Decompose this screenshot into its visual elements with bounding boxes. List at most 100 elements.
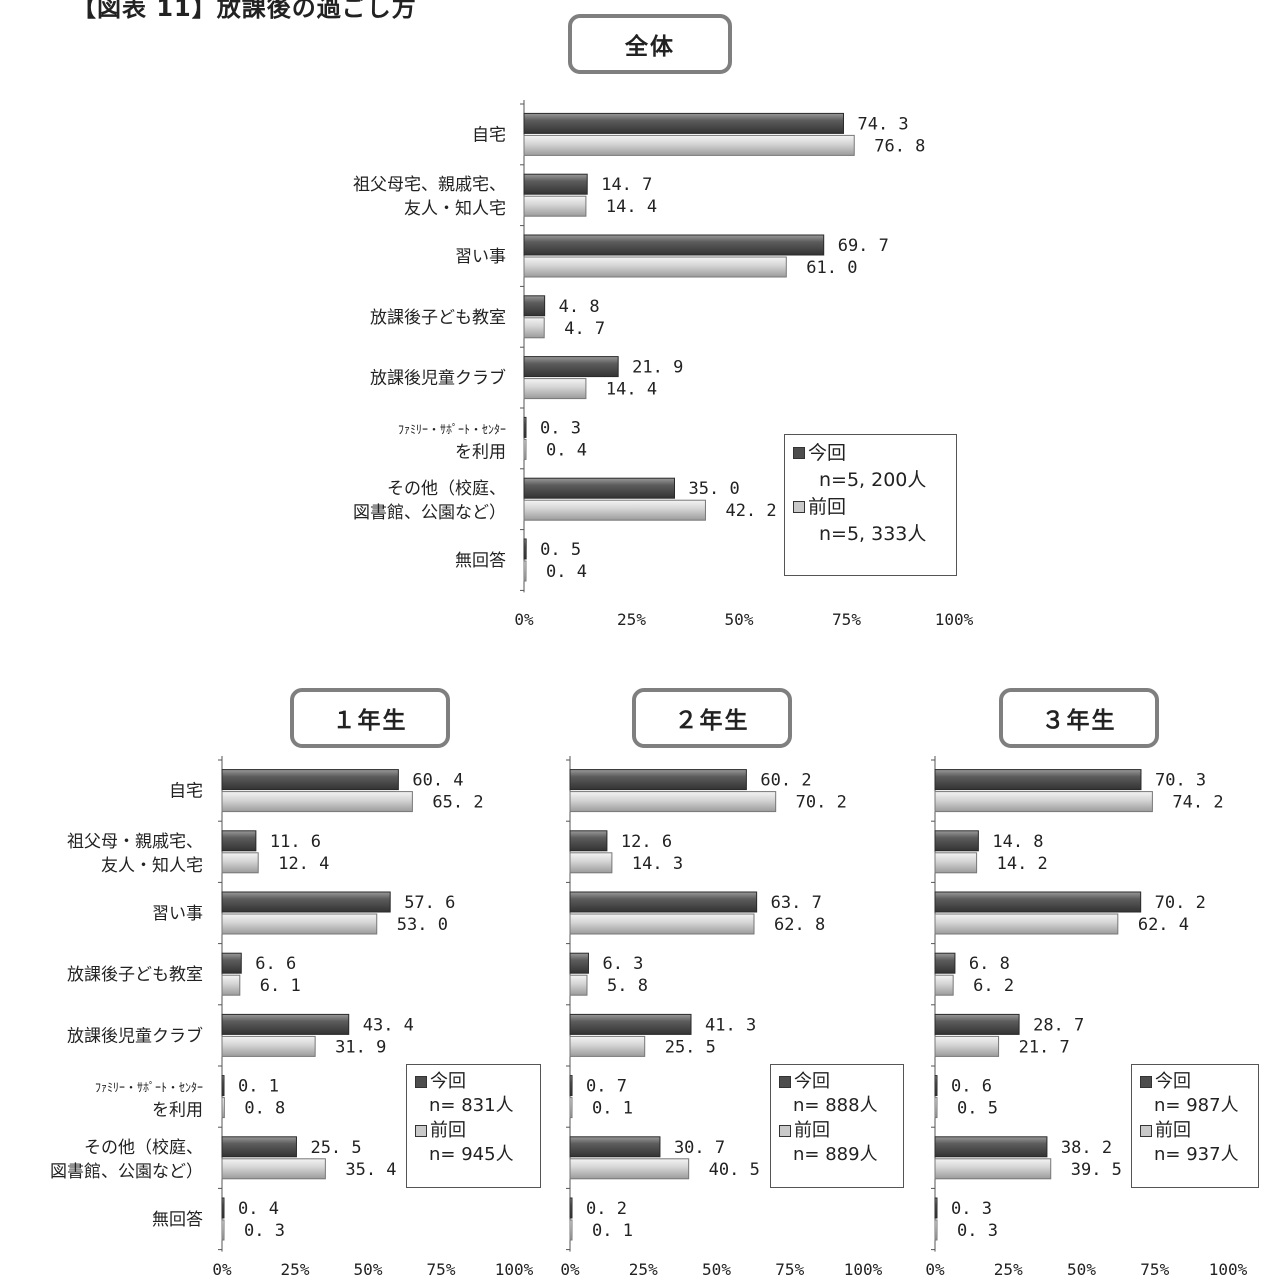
category-label: 放課後子ども教室 bbox=[67, 965, 203, 985]
data-label-previous: 4. 7 bbox=[564, 319, 605, 339]
x-tick-label: 75% bbox=[832, 610, 861, 629]
data-label-previous: 0. 3 bbox=[957, 1221, 998, 1241]
category-label: 放課後児童クラブ bbox=[370, 368, 506, 389]
bar-current bbox=[221, 891, 391, 913]
bar-previous bbox=[934, 1158, 1052, 1180]
bar-previous bbox=[569, 852, 613, 874]
data-label-current: 6. 6 bbox=[255, 954, 296, 974]
data-label-current: 69. 7 bbox=[838, 236, 889, 256]
data-label-current: 57. 6 bbox=[404, 893, 455, 913]
x-tick-label: 25% bbox=[994, 1260, 1023, 1279]
bar-previous bbox=[569, 1219, 573, 1241]
bar-current bbox=[523, 356, 619, 378]
x-tick-label: 0% bbox=[212, 1260, 232, 1279]
bar-previous bbox=[221, 1158, 326, 1180]
bar-previous bbox=[569, 1158, 690, 1180]
category-label: 自宅 bbox=[472, 125, 506, 145]
bar-previous bbox=[523, 378, 587, 400]
bar-previous bbox=[221, 1035, 316, 1057]
data-label-previous: 62. 8 bbox=[774, 915, 825, 935]
bar-previous bbox=[934, 1035, 1000, 1057]
legend-swatch-current bbox=[779, 1076, 791, 1089]
data-label-current: 28. 7 bbox=[1033, 1015, 1084, 1035]
data-label-current: 0. 3 bbox=[951, 1199, 992, 1219]
bar-current bbox=[934, 1013, 1020, 1035]
data-label-previous: 76. 8 bbox=[874, 136, 925, 156]
data-label-current: 0. 4 bbox=[238, 1199, 279, 1219]
legend-label-current: 今回 bbox=[1155, 1071, 1191, 1092]
bar-previous bbox=[934, 791, 1153, 813]
data-label-previous: 65. 2 bbox=[432, 793, 483, 813]
bar-current bbox=[221, 1136, 297, 1158]
bar-current bbox=[523, 416, 527, 438]
data-label-previous: 40. 5 bbox=[709, 1160, 760, 1180]
data-label-previous: 0. 4 bbox=[546, 562, 587, 582]
legend-label-previous: 前回 bbox=[430, 1119, 466, 1141]
data-label-current: 30. 7 bbox=[674, 1138, 725, 1158]
data-label-previous: 6. 2 bbox=[973, 976, 1014, 996]
data-label-previous: 6. 1 bbox=[260, 976, 301, 996]
category-label: ﾌｧﾐﾘｰ・ｻﾎﾟｰﾄ・ｾﾝﾀｰ bbox=[398, 422, 506, 436]
x-tick-label: 75% bbox=[775, 1260, 804, 1279]
bar-current bbox=[934, 1075, 938, 1097]
category-label: 図書館、公園など） bbox=[353, 503, 506, 523]
legend-swatch-current bbox=[1140, 1076, 1152, 1089]
data-label-current: 0. 3 bbox=[540, 418, 581, 438]
bar-current bbox=[523, 112, 844, 134]
bar-current bbox=[934, 830, 979, 852]
category-label: 放課後児童クラブ bbox=[67, 1025, 203, 1046]
x-tick-label: 50% bbox=[1067, 1260, 1096, 1279]
data-label-current: 21. 9 bbox=[632, 358, 683, 378]
data-label-previous: 62. 4 bbox=[1138, 915, 1189, 935]
legend-n-previous: n= 937人 bbox=[1154, 1144, 1239, 1166]
bar-current bbox=[934, 769, 1142, 791]
bar-previous bbox=[523, 438, 527, 460]
data-label-current: 11. 6 bbox=[270, 832, 321, 852]
bar-current bbox=[569, 1197, 573, 1219]
panel-title-total: 全体 bbox=[568, 14, 732, 74]
bar-previous bbox=[569, 1035, 646, 1057]
bar-previous bbox=[523, 195, 587, 217]
legend-label-previous: 前回 bbox=[808, 495, 847, 518]
bar-current bbox=[523, 295, 546, 317]
bar-current bbox=[523, 477, 675, 499]
bar-current bbox=[934, 891, 1142, 913]
data-label-previous: 53. 0 bbox=[397, 915, 448, 935]
bar-previous bbox=[569, 1097, 573, 1119]
bar-previous bbox=[523, 134, 855, 156]
legend-swatch-previous bbox=[793, 501, 805, 514]
data-label-current: 0. 1 bbox=[238, 1077, 279, 1097]
legend-n-current: n= 987人 bbox=[1154, 1095, 1239, 1117]
category-label: その他（校庭、 bbox=[387, 479, 506, 499]
panel-title-grade3: ３年生 bbox=[999, 688, 1159, 748]
data-label-previous: 21. 7 bbox=[1019, 1037, 1070, 1057]
bar-current bbox=[569, 1136, 661, 1158]
data-label-current: 43. 4 bbox=[363, 1015, 414, 1035]
legend-swatch-current bbox=[415, 1076, 427, 1089]
legend-grade3: 今回 n= 987人 前回 n= 937人 bbox=[1131, 1064, 1259, 1188]
legend-swatch-previous bbox=[415, 1125, 427, 1138]
data-label-current: 60. 2 bbox=[760, 771, 811, 791]
bar-current bbox=[221, 1075, 225, 1097]
bar-previous bbox=[523, 560, 527, 582]
data-label-previous: 25. 5 bbox=[665, 1037, 716, 1057]
data-label-current: 35. 0 bbox=[689, 479, 740, 499]
x-tick-label: 100% bbox=[935, 610, 974, 629]
bar-previous bbox=[221, 974, 241, 996]
legend-swatch-previous bbox=[779, 1125, 791, 1138]
bar-previous bbox=[221, 913, 378, 935]
bar-current bbox=[569, 769, 747, 791]
legend-swatch-current bbox=[793, 447, 805, 460]
bar-previous bbox=[934, 1097, 938, 1119]
x-tick-label: 0% bbox=[925, 1260, 945, 1279]
x-tick-label: 75% bbox=[1140, 1260, 1169, 1279]
data-label-current: 14. 7 bbox=[601, 175, 652, 195]
category-label: その他（校庭、 bbox=[84, 1138, 203, 1158]
legend-n-current: n= 831人 bbox=[429, 1095, 514, 1117]
data-label-previous: 31. 9 bbox=[335, 1037, 386, 1057]
bar-current bbox=[569, 952, 589, 974]
bar-current bbox=[523, 234, 825, 256]
category-label: 習い事 bbox=[152, 904, 203, 924]
x-tick-label: 0% bbox=[514, 610, 534, 629]
